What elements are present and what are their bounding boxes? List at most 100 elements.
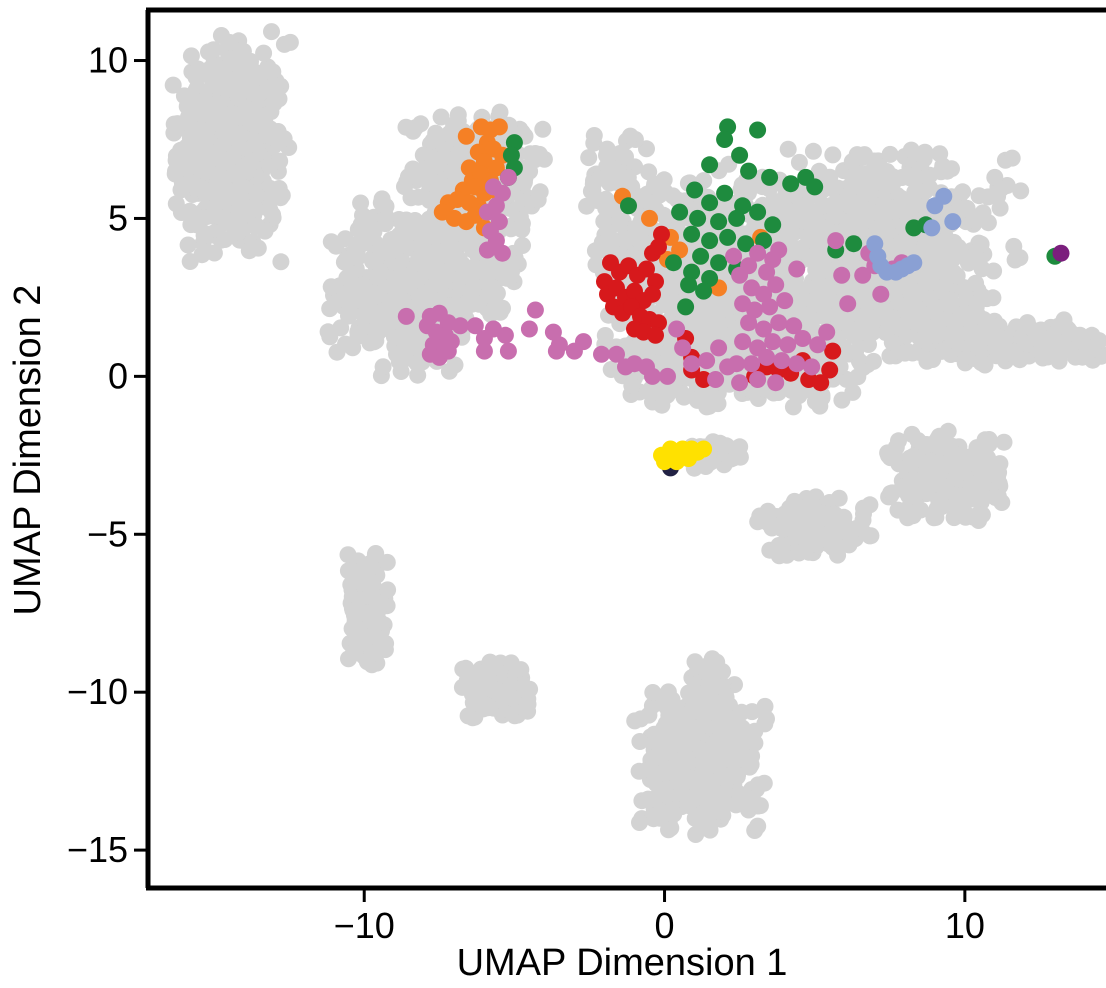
- background-cell-point: [864, 163, 882, 181]
- background-cell-point: [895, 316, 913, 334]
- background-cell-point: [903, 425, 921, 443]
- background-cell-point: [479, 254, 497, 271]
- background-cell-point: [205, 244, 223, 262]
- series-1-point: [686, 181, 704, 199]
- series-4-point: [935, 187, 953, 205]
- series-2-point: [638, 260, 655, 278]
- background-cell-point: [362, 583, 380, 601]
- background-cell-point: [732, 739, 750, 757]
- background-cell-point: [749, 776, 767, 794]
- series-3-point: [854, 266, 872, 284]
- series-2-point: [695, 371, 713, 388]
- series-1-point: [683, 263, 701, 281]
- background-cell-point: [249, 239, 267, 257]
- series-4-point: [923, 219, 941, 237]
- background-cell-point: [886, 448, 904, 466]
- background-cell-point: [481, 680, 499, 698]
- background-cell-point: [991, 199, 1009, 217]
- series-3-point: [746, 301, 764, 319]
- background-cell-point: [370, 285, 388, 303]
- background-cell-point: [342, 265, 360, 283]
- background-cell-point: [771, 517, 789, 534]
- background-cell-point: [959, 254, 977, 272]
- series-3-point: [731, 266, 749, 284]
- background-cell-point: [529, 191, 547, 209]
- background-cell-point: [935, 342, 952, 360]
- series-1-point: [716, 184, 734, 202]
- series-3-point: [731, 374, 749, 392]
- background-cell-point: [271, 152, 289, 170]
- series-1-point: [719, 228, 737, 246]
- background-cells-layer: [164, 23, 1106, 843]
- background-cell-point: [868, 309, 886, 326]
- background-cell-point: [935, 262, 953, 279]
- series-2-point: [644, 285, 661, 303]
- series-3-point: [794, 330, 812, 347]
- series-3-point: [493, 244, 511, 262]
- background-cell-point: [920, 234, 938, 252]
- series-0-point: [490, 118, 508, 136]
- background-cell-point: [972, 235, 990, 253]
- background-cell-point: [833, 391, 851, 409]
- series-7-point: [656, 453, 673, 471]
- series-3-point: [764, 251, 782, 268]
- series-3-point: [439, 342, 457, 360]
- background-cell-point: [921, 179, 939, 197]
- y-axis-title: UMAP Dimension 2: [7, 285, 49, 616]
- background-cell-point: [585, 134, 603, 152]
- background-cell-point: [367, 628, 385, 646]
- background-cell-point: [855, 499, 872, 517]
- background-cell-point: [988, 342, 1006, 360]
- series-4-point: [944, 213, 962, 231]
- background-cell-point: [800, 511, 817, 528]
- background-cell-point: [322, 278, 340, 296]
- series-3-point: [827, 232, 845, 250]
- series-1-point: [505, 134, 523, 152]
- background-cell-point: [167, 151, 185, 169]
- background-cell-point: [686, 809, 704, 827]
- background-cell-point: [459, 263, 477, 281]
- series-3-point: [544, 323, 562, 341]
- background-cell-point: [779, 140, 797, 158]
- background-cell-point: [875, 195, 893, 213]
- background-cell-point: [270, 90, 288, 108]
- background-cell-point: [965, 211, 983, 229]
- background-cell-point: [788, 211, 806, 229]
- background-cell-point: [600, 230, 617, 248]
- series-3-point: [659, 367, 676, 385]
- background-cell-point: [885, 172, 903, 190]
- background-cell-point: [932, 498, 950, 516]
- background-cell-point: [854, 511, 872, 529]
- series-3-point: [644, 367, 661, 385]
- y-tick-label: 0: [108, 355, 128, 396]
- background-cell-point: [431, 276, 449, 294]
- series-3-point: [755, 285, 773, 303]
- series-3-point: [734, 333, 752, 351]
- background-cell-point: [922, 452, 939, 470]
- background-cell-point: [640, 706, 658, 724]
- background-cell-point: [226, 165, 244, 183]
- background-cell-point: [355, 306, 373, 324]
- series-3-point: [788, 355, 806, 373]
- background-cell-point: [281, 33, 299, 51]
- background-cell-point: [725, 725, 743, 743]
- background-cell-point: [821, 168, 839, 186]
- background-cell-point: [853, 149, 871, 167]
- background-cell-point: [447, 297, 465, 315]
- background-cell-point: [373, 190, 391, 208]
- background-cell-point: [742, 756, 760, 774]
- background-cell-point: [502, 654, 520, 672]
- series-1-point: [665, 254, 682, 272]
- background-cell-point: [595, 212, 613, 230]
- background-cell-point: [948, 267, 966, 285]
- background-cell-point: [504, 689, 522, 707]
- background-cell-point: [605, 201, 623, 219]
- background-cell-point: [629, 338, 647, 356]
- series-0-point: [671, 241, 689, 259]
- series-5-point: [1052, 244, 1070, 262]
- background-cell-point: [932, 163, 950, 181]
- background-cell-point: [839, 213, 857, 231]
- background-cell-point: [850, 203, 868, 221]
- background-cell-point: [700, 679, 717, 697]
